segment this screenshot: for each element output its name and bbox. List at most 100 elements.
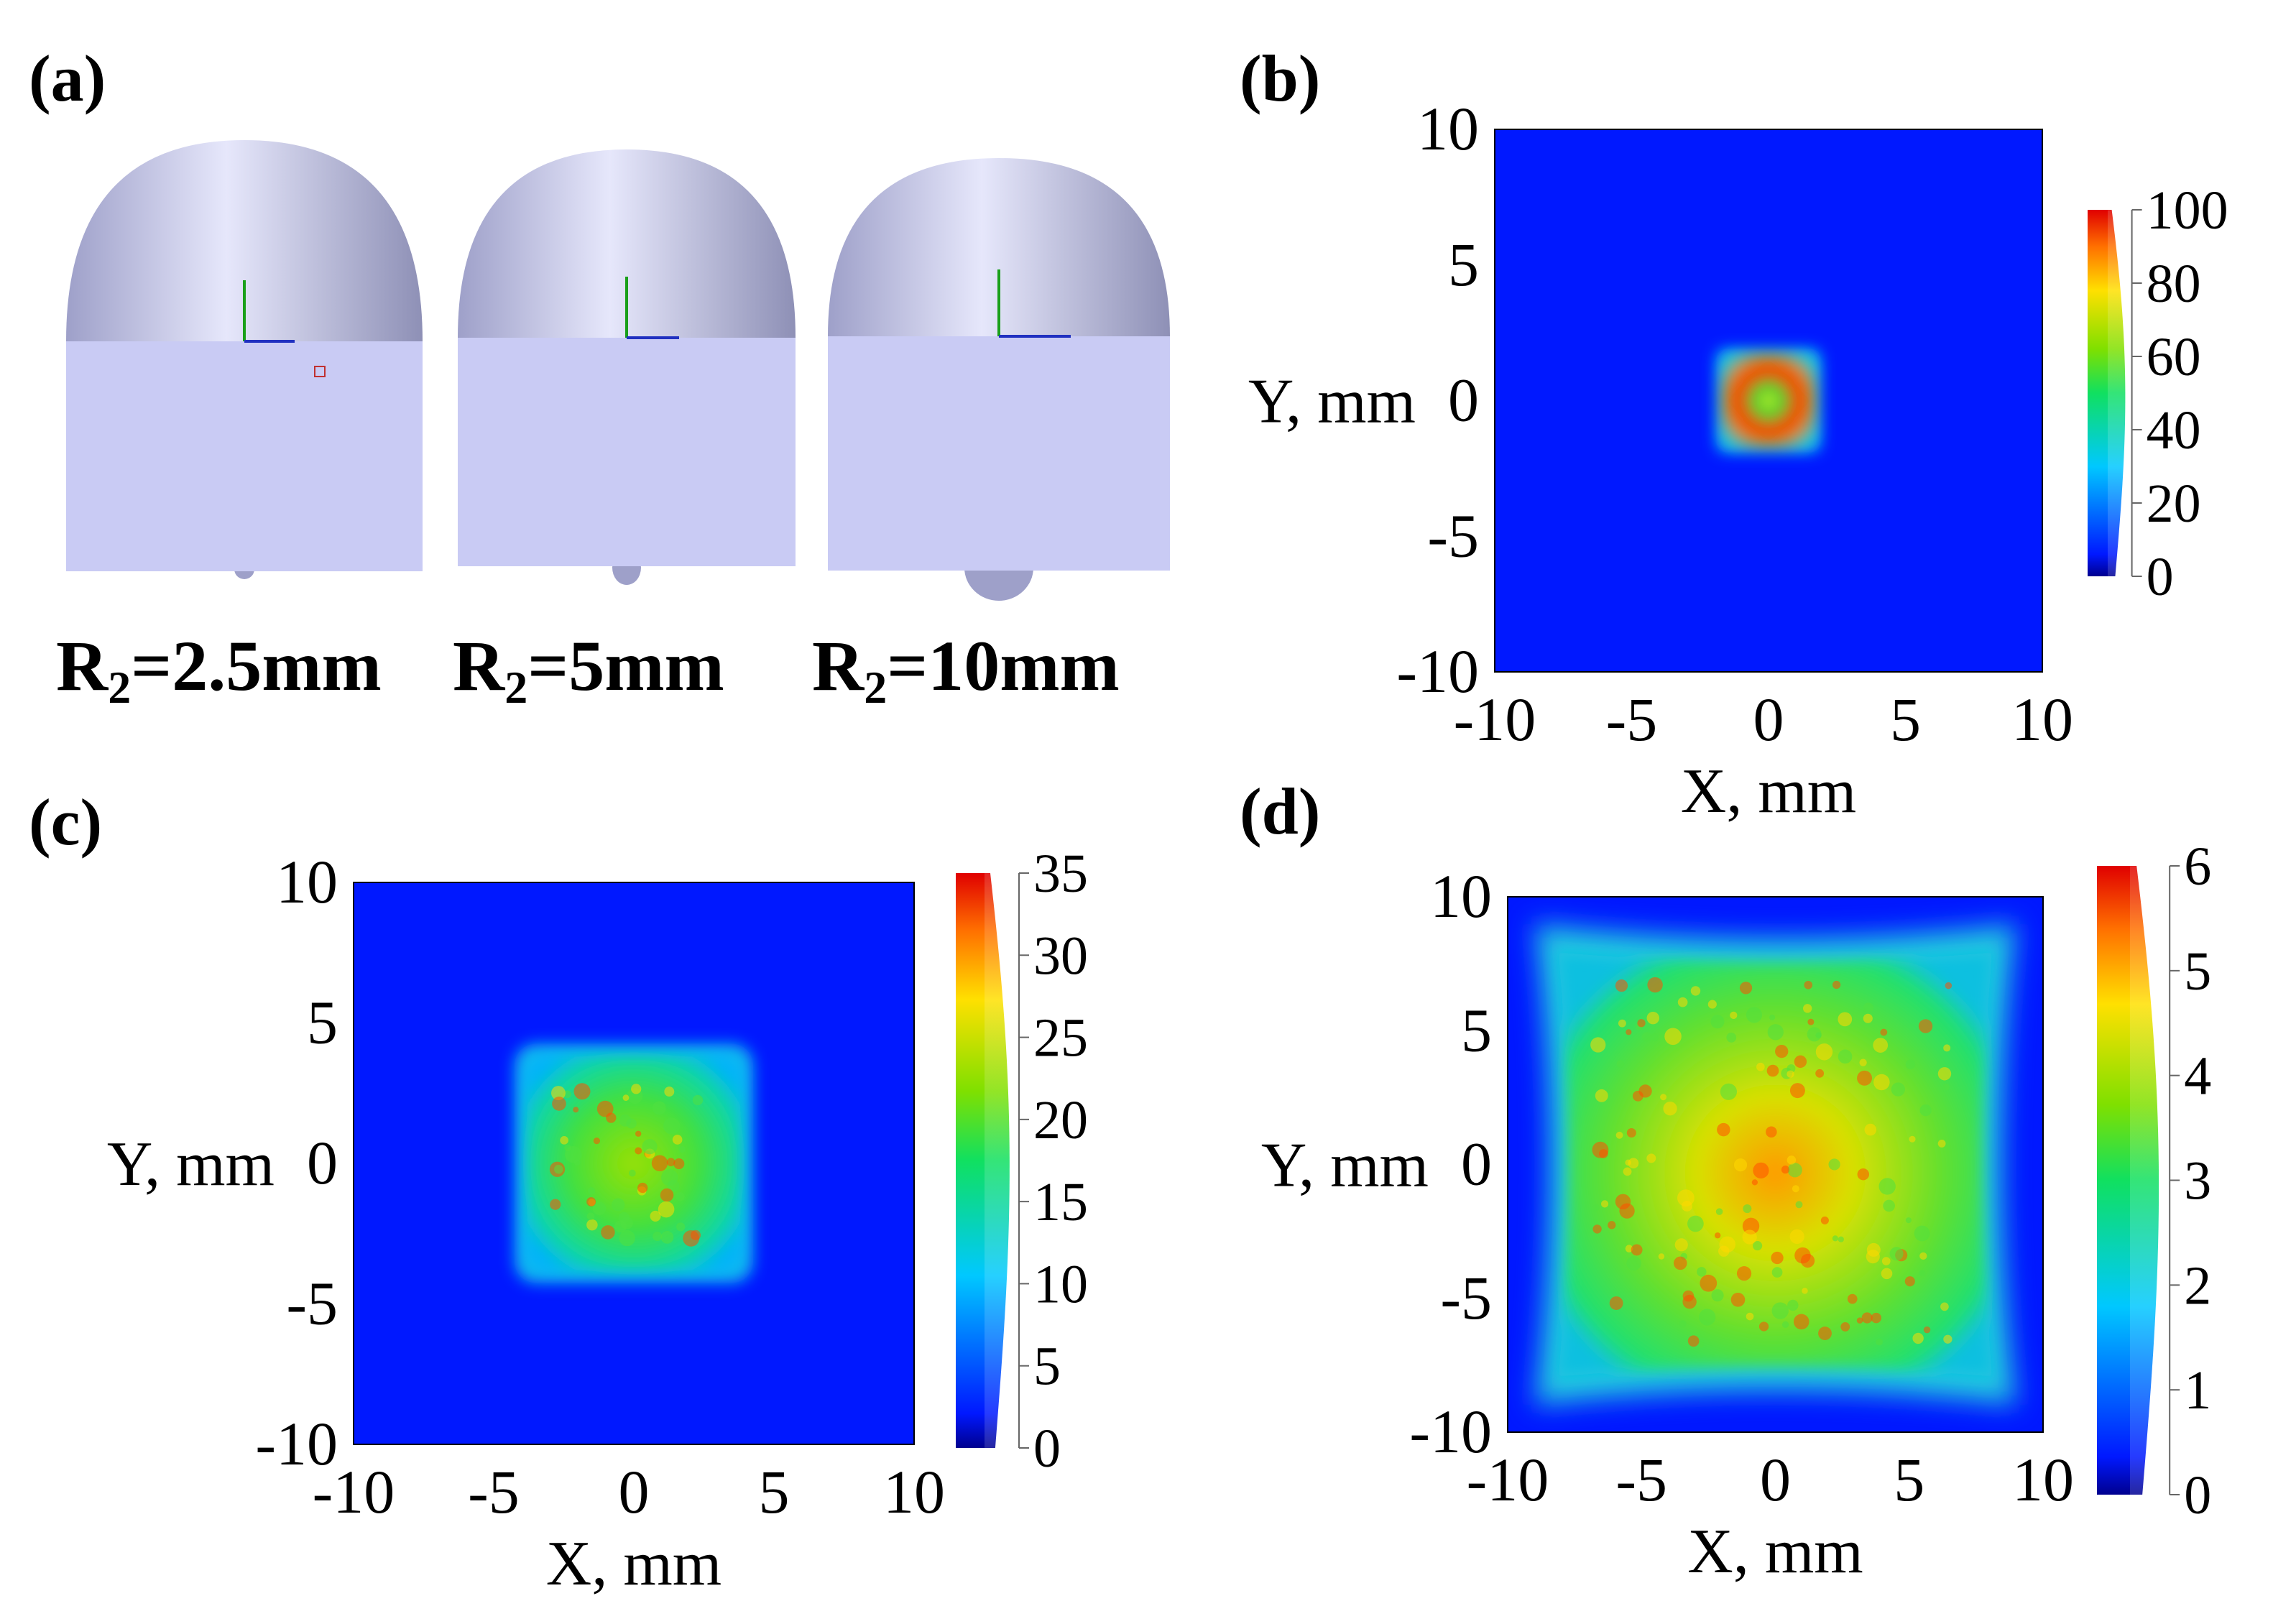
speckle — [614, 1220, 627, 1233]
speckle — [1700, 1274, 1718, 1292]
speckle — [1818, 1327, 1832, 1340]
speckle — [1710, 1015, 1725, 1029]
colorbar-histogram — [2108, 210, 2126, 576]
speckle — [1641, 1032, 1652, 1042]
speckle — [1881, 1257, 1891, 1265]
speckle — [1609, 1296, 1623, 1310]
colorbar-tick-label: 1 — [2184, 1360, 2211, 1421]
speckle — [1739, 982, 1753, 995]
speckle — [1651, 1033, 1659, 1042]
speckle — [1832, 1235, 1838, 1242]
speckle — [573, 1159, 581, 1166]
speckle — [1766, 1126, 1777, 1138]
lens-radius-label-1: R2=2.5mm — [56, 626, 382, 713]
colorbar-tick-label: 0 — [2184, 1465, 2211, 1526]
speckle — [1861, 1312, 1873, 1324]
speckle — [1937, 1067, 1952, 1081]
speckle — [1943, 1044, 1951, 1052]
speckle — [1856, 1317, 1863, 1324]
x-tick-label: 5 — [759, 1457, 790, 1526]
speckle — [1742, 1217, 1760, 1235]
x-axis-label: X, mm — [546, 1529, 721, 1599]
speckle — [1658, 1253, 1665, 1260]
y-tick-label: -5 — [286, 1269, 338, 1338]
speckle — [1771, 1251, 1784, 1265]
speckle — [672, 1135, 683, 1145]
speckle — [1881, 1268, 1893, 1280]
speckle — [1781, 1321, 1789, 1329]
speckle — [1871, 1312, 1882, 1324]
speckle — [1720, 1083, 1738, 1100]
speckle — [1804, 980, 1813, 989]
lens-model-1 — [66, 140, 423, 579]
speckle — [1592, 1141, 1609, 1158]
speckle — [1646, 1011, 1659, 1025]
speckle — [1905, 1217, 1912, 1224]
speckle — [1802, 1004, 1812, 1013]
speckle — [690, 1229, 701, 1240]
speckle — [1687, 1215, 1704, 1232]
speckle — [1756, 1062, 1765, 1071]
speckle — [653, 1231, 663, 1242]
speckle — [1815, 1043, 1833, 1061]
lens-radius-label-3: R2=10mm — [812, 626, 1120, 713]
speckle — [673, 1158, 685, 1170]
speckle — [596, 1100, 614, 1117]
speckle — [573, 1083, 591, 1100]
colorbar-tick-label: 2 — [2184, 1255, 2211, 1316]
speckle — [1664, 1028, 1682, 1046]
speckle — [1771, 1302, 1789, 1319]
panel-label-a: (a) — [29, 42, 106, 115]
speckle — [1786, 1155, 1797, 1165]
lens-model-3 — [828, 158, 1170, 601]
speckle — [586, 1197, 596, 1207]
speckle — [1628, 1158, 1639, 1169]
colorbar-tick-label: 20 — [2147, 474, 2201, 534]
speckle — [1758, 1321, 1769, 1332]
beam-spot — [527, 1056, 741, 1270]
speckle — [1625, 1159, 1631, 1166]
colorbar-tick-label: 80 — [2147, 254, 2201, 314]
y-tick-label: -10 — [255, 1409, 338, 1478]
speckle — [1847, 1293, 1858, 1304]
speckle — [664, 1086, 675, 1097]
colorbar-tick-label: 4 — [2184, 1046, 2211, 1107]
speckle — [593, 1138, 601, 1145]
speckle — [1781, 1166, 1790, 1174]
x-tick-label: -5 — [468, 1457, 520, 1526]
speckle — [1730, 1011, 1738, 1019]
speckle — [1880, 1028, 1888, 1036]
speckle — [1615, 1131, 1623, 1139]
x-tick-label: 0 — [1760, 1445, 1791, 1514]
speckle — [1682, 1294, 1697, 1309]
plot-frame — [353, 882, 915, 1445]
speckle — [1746, 1007, 1763, 1023]
speckle — [1673, 1256, 1687, 1270]
heatmap-c: -10 -5 0 5 10 10 5 0 -5 -10 X, mm Y, mm 35 30 25 20 15 10… — [107, 844, 1088, 1599]
speckle — [564, 1144, 571, 1152]
speckle — [1674, 1238, 1688, 1252]
speckle — [573, 1107, 579, 1113]
y-axis-label: Y, mm — [1248, 367, 1416, 437]
speckle — [1615, 979, 1628, 992]
speckle — [1795, 1201, 1803, 1209]
y-tick-label: -5 — [1440, 1263, 1492, 1332]
speckle — [1660, 1094, 1667, 1101]
speckle — [1663, 1102, 1677, 1116]
speckle — [1733, 1158, 1748, 1172]
speckle — [1787, 1299, 1799, 1311]
speckle — [1859, 1058, 1867, 1066]
speckle — [1719, 1236, 1735, 1253]
speckle — [1857, 1070, 1873, 1086]
speckle — [1679, 1320, 1687, 1328]
speckle — [1873, 1038, 1889, 1053]
speckle — [1677, 1189, 1695, 1207]
y-tick-label: -10 — [1396, 637, 1479, 706]
colorbar — [2097, 866, 2130, 1495]
speckle — [676, 1222, 686, 1232]
speckle — [660, 1231, 674, 1244]
plot-frame — [1507, 896, 2044, 1433]
speckle — [628, 1169, 636, 1177]
